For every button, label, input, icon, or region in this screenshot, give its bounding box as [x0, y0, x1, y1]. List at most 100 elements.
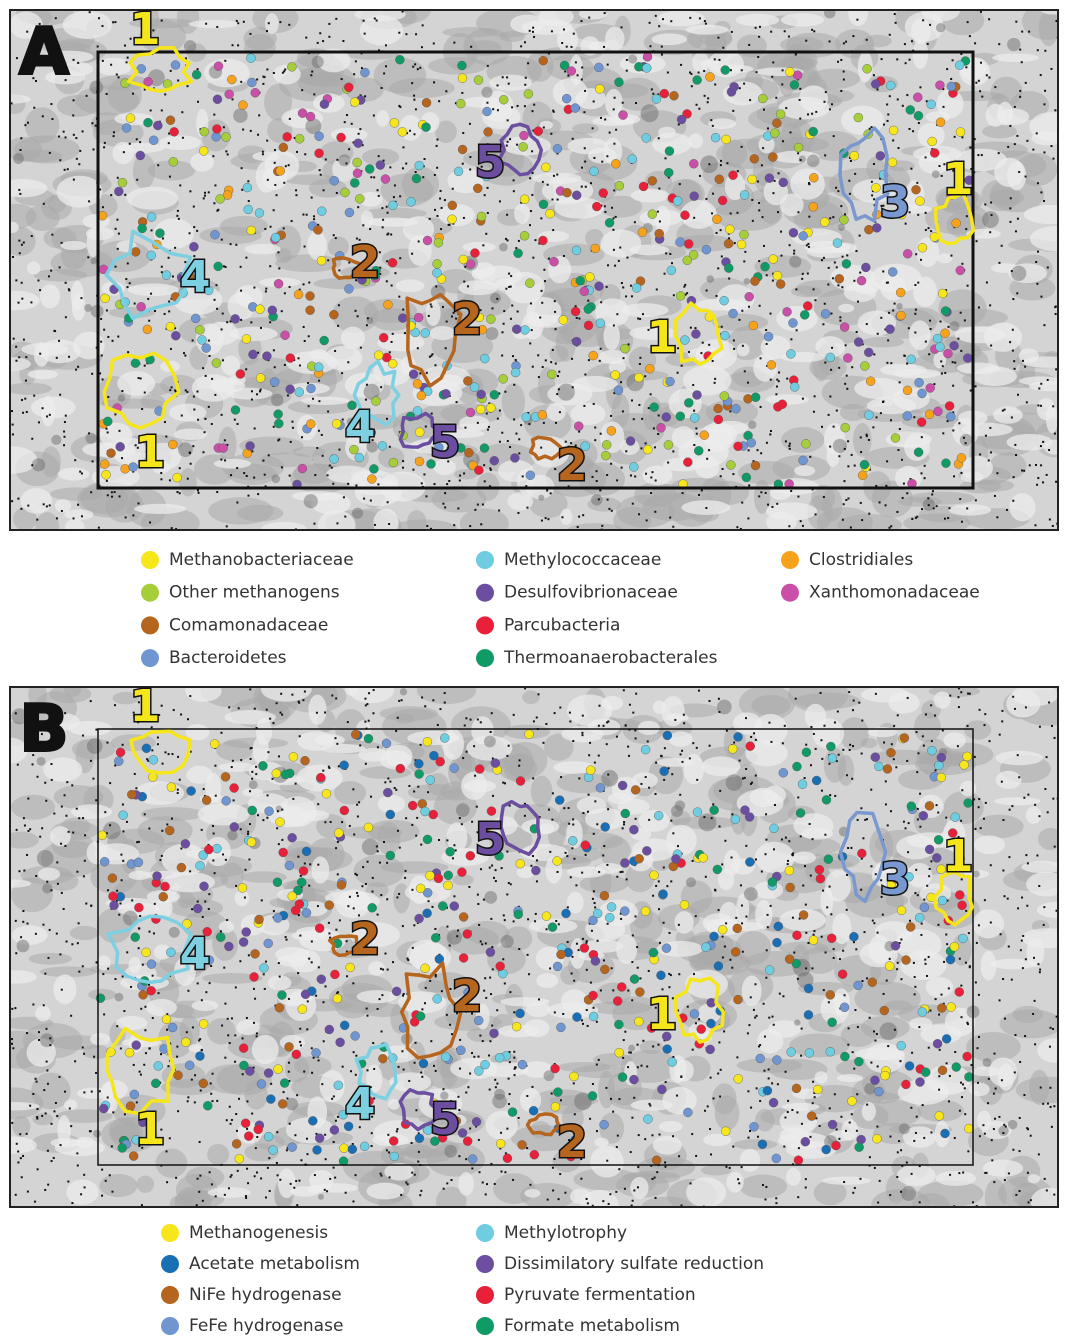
map-speck [875, 693, 877, 695]
map-speck [328, 922, 330, 924]
map-speck [940, 360, 942, 362]
map-speck [962, 1083, 964, 1085]
panel: 111122234455A [0, 0, 1068, 546]
taxon-dot [584, 305, 593, 314]
map-speck [814, 395, 816, 397]
map-speck [118, 233, 120, 235]
map-speck [323, 189, 325, 191]
map-speck [1022, 360, 1024, 362]
map-speck [513, 1051, 515, 1053]
taxon-dot [332, 419, 341, 428]
map-speck [291, 694, 293, 696]
map-speck [266, 68, 268, 70]
taxon-dot [783, 307, 792, 316]
map-light [776, 306, 817, 332]
taxon-dot [214, 62, 223, 71]
taxon-dot [903, 411, 912, 420]
map-speck [220, 732, 222, 734]
taxon-dot [247, 226, 256, 235]
map-dark [789, 256, 801, 268]
map-speck [18, 189, 20, 191]
map-speck [394, 184, 396, 186]
map-speck [15, 360, 17, 362]
map-speck [449, 224, 451, 226]
map-light [185, 680, 221, 701]
map-speck [342, 419, 344, 421]
map-speck [336, 743, 338, 745]
map-speck [11, 410, 13, 412]
map-speck [212, 859, 214, 861]
map-speck [703, 70, 705, 72]
map-light [837, 1074, 863, 1082]
map-light [128, 283, 179, 296]
map-speck [471, 1052, 473, 1054]
map-speck [464, 266, 466, 268]
map-speck [692, 742, 694, 744]
map-speck [782, 140, 784, 142]
map-dark [271, 394, 284, 407]
map-speck [271, 778, 273, 780]
map-speck [661, 54, 663, 56]
map-speck [251, 390, 253, 392]
taxon-dot [765, 174, 774, 183]
map-speck [620, 871, 622, 873]
map-speck [747, 1032, 749, 1034]
map-speck [176, 215, 178, 217]
map-speck [732, 110, 734, 112]
map-speck [226, 919, 228, 921]
map-light [53, 974, 76, 1004]
map-speck [924, 477, 926, 479]
map-dark [838, 224, 845, 231]
map-speck [234, 419, 236, 421]
map-speck [592, 127, 594, 129]
map-dark [90, 258, 97, 265]
taxon-dot [747, 438, 756, 447]
map-speck [555, 422, 557, 424]
map-speck [799, 99, 801, 101]
map-light [28, 369, 58, 379]
map-light [349, 677, 394, 703]
map-speck [435, 364, 437, 366]
taxon-dot [470, 249, 479, 258]
map-speck [273, 426, 275, 428]
map-speck [169, 389, 171, 391]
map-speck [414, 63, 416, 65]
map-speck [290, 441, 292, 443]
map-speck [88, 432, 90, 434]
map-speck [648, 787, 650, 789]
map-speck [1025, 82, 1027, 84]
map-speck [235, 244, 237, 246]
map-speck [578, 949, 580, 951]
map-speck [302, 699, 304, 701]
map-speck [854, 1009, 856, 1011]
map-speck [566, 855, 568, 857]
map-speck [929, 24, 931, 26]
map-speck [859, 235, 861, 237]
map-light [192, 1000, 218, 1011]
map-speck [189, 870, 191, 872]
taxon-dot [642, 64, 651, 73]
map-speck [402, 309, 404, 311]
taxon-dot [886, 325, 895, 334]
map-speck [433, 1065, 435, 1067]
map-speck [921, 436, 923, 438]
map-speck [922, 1104, 924, 1106]
map-speck [417, 68, 419, 70]
map-speck [95, 1072, 97, 1074]
map-speck [1028, 31, 1030, 33]
map-speck [398, 1066, 400, 1068]
map-speck [721, 255, 723, 257]
map-speck [53, 1157, 55, 1159]
map-speck [507, 119, 509, 121]
map-speck [148, 931, 150, 933]
map-dark [671, 805, 683, 817]
map-speck [69, 1108, 71, 1110]
taxon-dot [866, 377, 875, 386]
map-light [855, 1048, 905, 1061]
map-speck [882, 400, 884, 402]
taxon-dot [546, 209, 555, 218]
map-speck [952, 59, 954, 61]
taxon-dot [724, 239, 733, 248]
map-speck [796, 329, 798, 331]
map-speck [944, 518, 946, 520]
